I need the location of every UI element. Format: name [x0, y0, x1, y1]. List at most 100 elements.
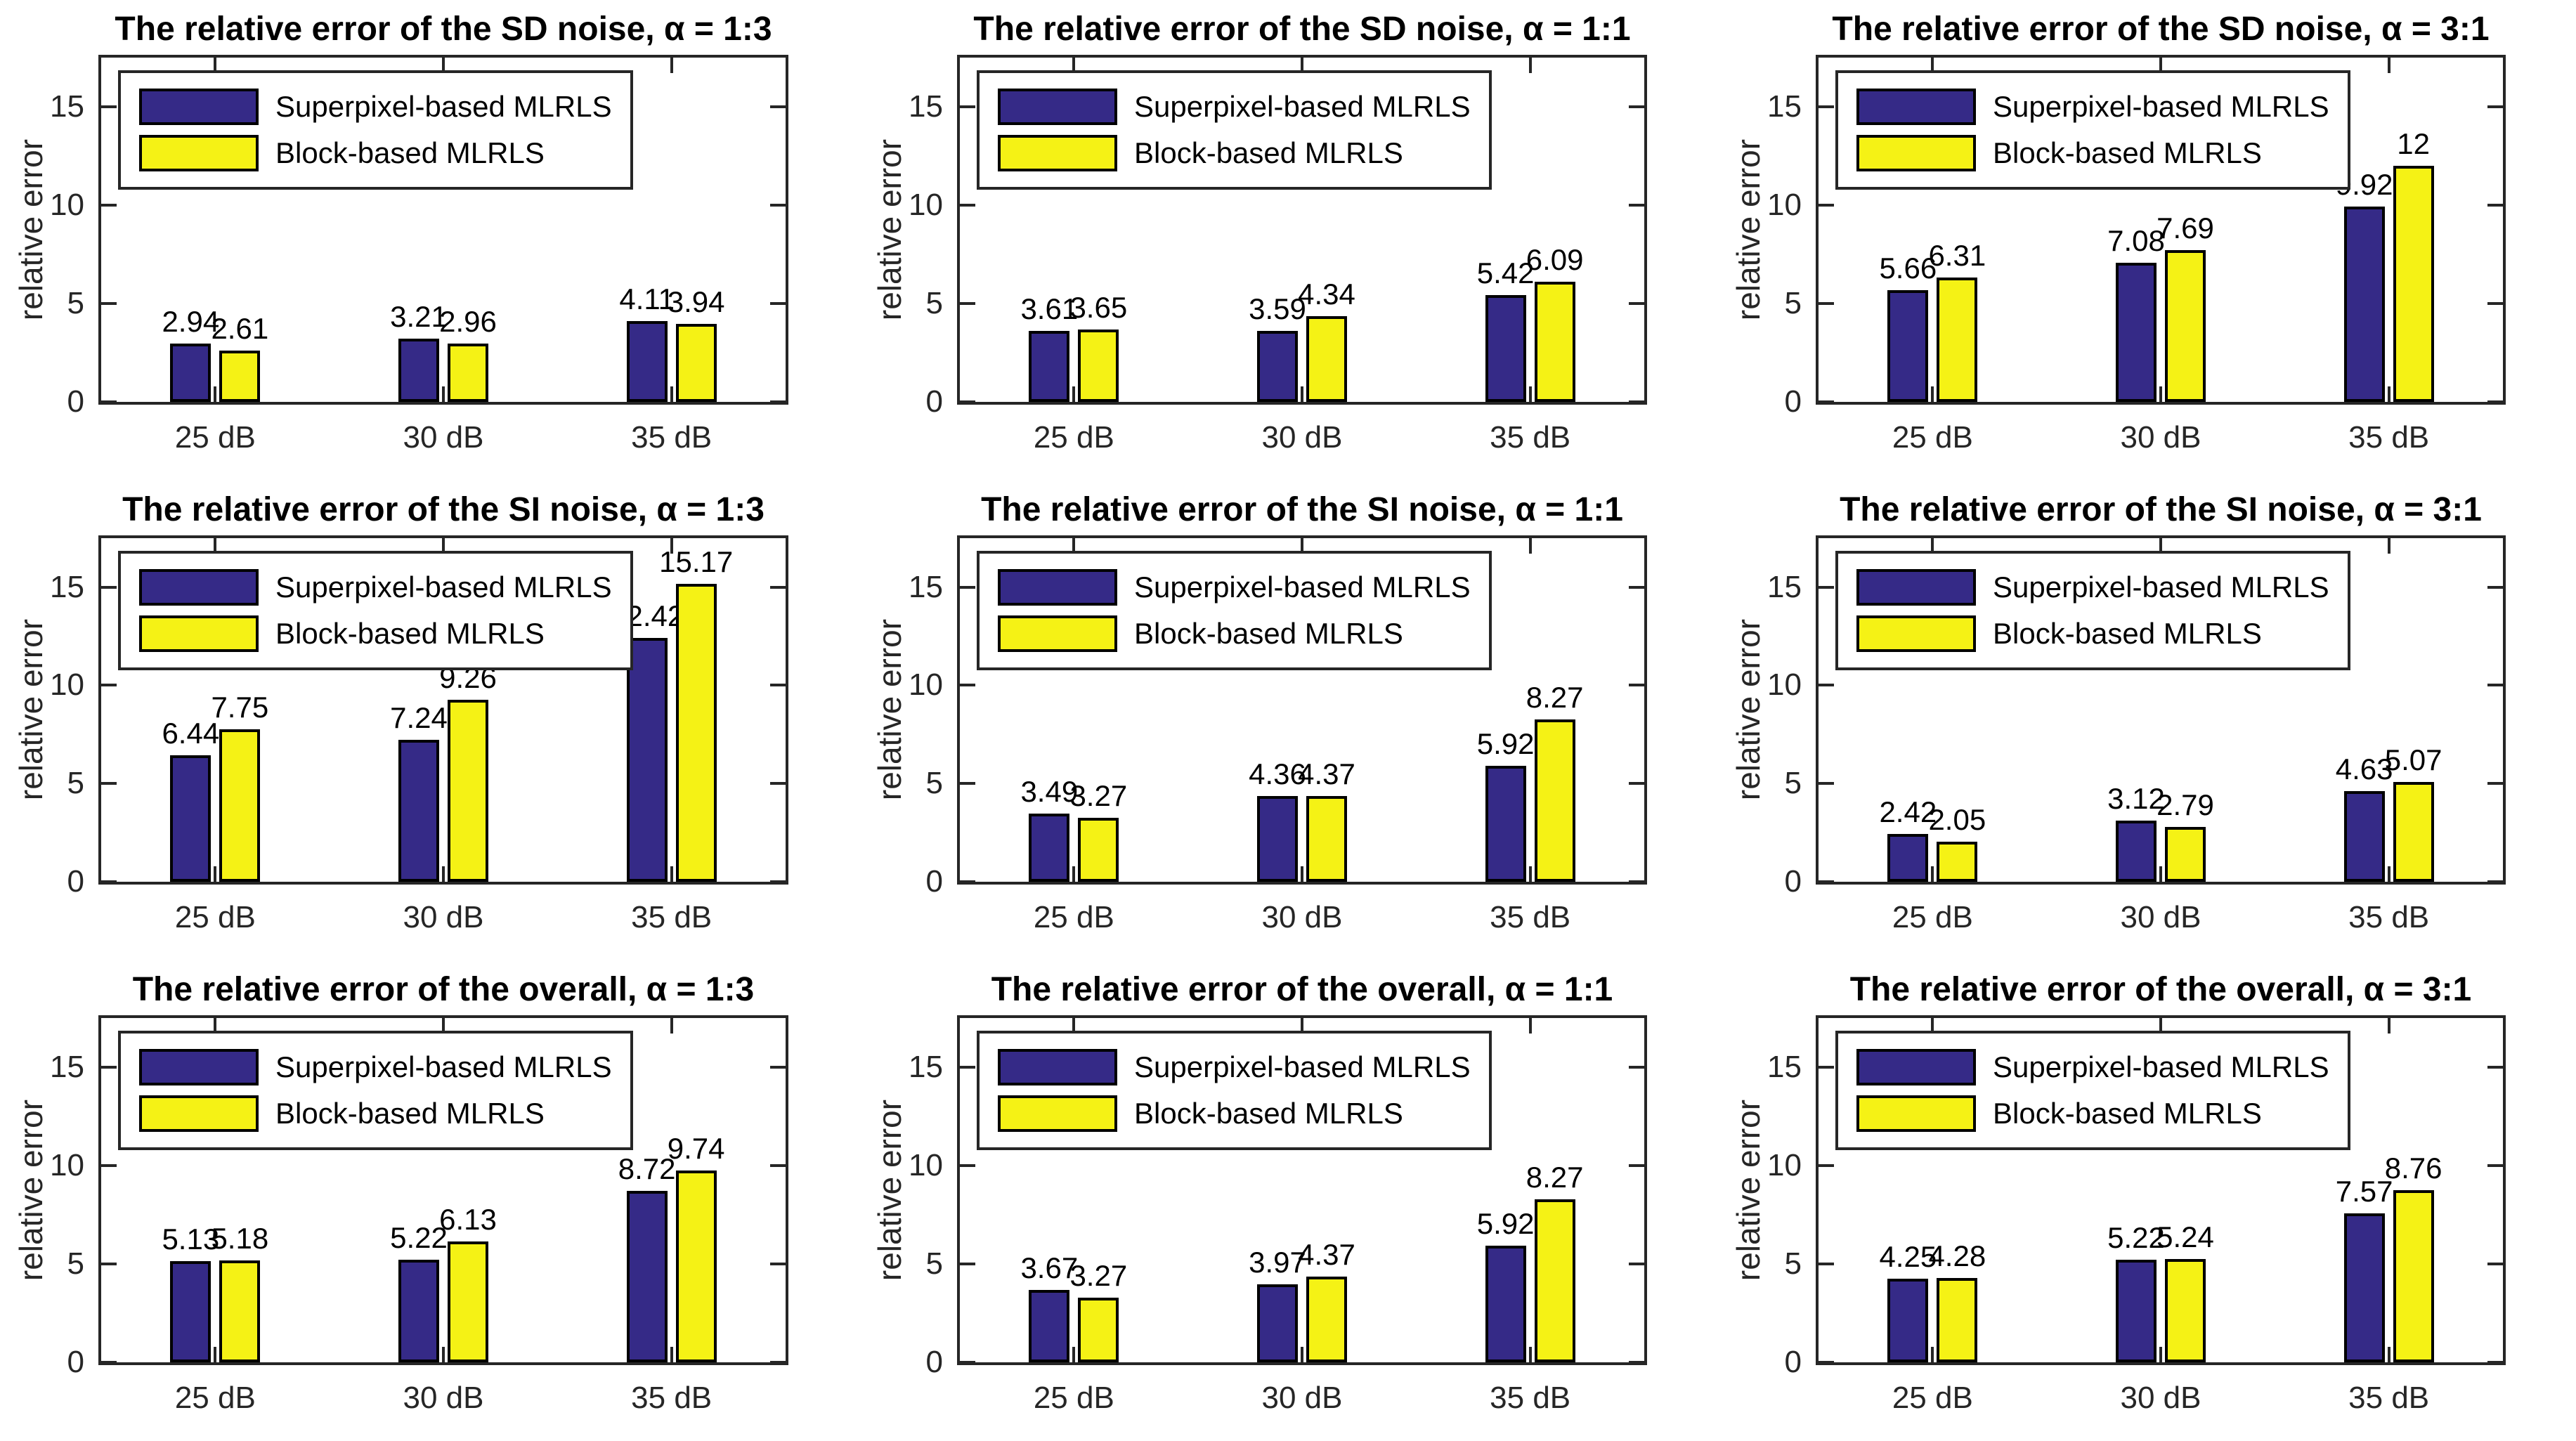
legend: Superpixel-based MLRLS Block-based MLRLS — [118, 70, 633, 190]
legend-row: Block-based MLRLS — [1856, 1095, 2329, 1133]
legend-swatch-superpixel — [998, 568, 1117, 606]
bar-superpixel — [398, 338, 439, 402]
y-tick-label: 15 — [50, 569, 84, 604]
bar-value-label: 7.08 — [2107, 223, 2165, 257]
x-tick-label: 25 dB — [174, 419, 256, 455]
y-tick-label: 10 — [50, 187, 84, 222]
y-tick-right — [2487, 684, 2503, 687]
legend-row: Block-based MLRLS — [1856, 615, 2329, 652]
bar-superpixel — [626, 637, 668, 882]
bar-superpixel — [626, 320, 668, 402]
legend-row: Block-based MLRLS — [1856, 135, 2329, 171]
y-tick-right — [770, 400, 786, 403]
y-tick-left — [101, 684, 117, 687]
legend-row: Superpixel-based MLRLS — [998, 1049, 1471, 1086]
x-tick-label: 30 dB — [1261, 419, 1343, 455]
x-tick-top — [2159, 537, 2162, 554]
y-tick-left — [960, 301, 975, 305]
bar-superpixel — [1887, 290, 1929, 402]
bar-value-label: 4.34 — [1298, 278, 1355, 311]
x-tick-label: 35 dB — [631, 1380, 713, 1415]
legend-swatch-block — [1856, 615, 1976, 652]
bar-value-label: 4.36 — [1249, 757, 1306, 791]
bar-superpixel — [170, 1261, 212, 1362]
bar-block — [448, 700, 488, 882]
y-tick-label: 10 — [50, 667, 84, 703]
y-tick-label: 15 — [909, 1050, 943, 1085]
bar-value-label: 3.67 — [1020, 1251, 1079, 1285]
y-tick-left — [1819, 400, 1834, 403]
legend-swatch-block — [139, 615, 259, 652]
legend-label: Block-based MLRLS — [1134, 616, 1403, 650]
x-tick-top — [1072, 537, 1076, 554]
y-tick-left — [101, 880, 117, 884]
legend-row: Block-based MLRLS — [998, 615, 1471, 652]
x-tick-top — [1931, 58, 1934, 73]
x-tick-top — [1072, 58, 1076, 73]
bar-superpixel — [398, 739, 439, 882]
legend-swatch-block — [998, 1095, 1117, 1133]
bar-block — [675, 583, 717, 882]
y-tick-right — [2487, 585, 2503, 589]
y-tick-right — [1629, 585, 1644, 589]
x-tick-bottom — [1528, 866, 1532, 882]
bar-value-label: 3.65 — [1069, 291, 1128, 325]
bar-value-label: 2.79 — [2157, 788, 2214, 822]
legend: Superpixel-based MLRLS Block-based MLRLS — [1835, 70, 2350, 190]
y-tick-right — [1629, 1262, 1644, 1265]
bar-block — [1534, 719, 1575, 882]
bar-superpixel — [2116, 1259, 2157, 1362]
x-tick-bottom — [2159, 866, 2162, 882]
y-tick-left — [1819, 1360, 1834, 1364]
bar-superpixel — [1485, 294, 1526, 402]
y-tick-right — [1629, 1360, 1644, 1364]
legend: Superpixel-based MLRLS Block-based MLRLS — [1835, 550, 2350, 670]
legend-label: Block-based MLRLS — [275, 1097, 545, 1130]
y-tick-right — [770, 782, 786, 785]
y-tick-label: 5 — [1784, 285, 1802, 320]
y-tick-left — [960, 782, 975, 785]
y-tick-left — [1819, 782, 1834, 785]
legend-label: Superpixel-based MLRLS — [1993, 1050, 2329, 1084]
y-tick-label: 15 — [909, 569, 943, 604]
y-tick-label: 15 — [1767, 1050, 1802, 1085]
subplot-7: The relative error of the overall, α = 1… — [0, 960, 859, 1440]
y-tick-left — [960, 1066, 975, 1069]
bar-value-label: 12 — [2397, 126, 2431, 160]
y-tick-right — [770, 1066, 786, 1069]
y-tick-right — [770, 684, 786, 687]
x-tick-label: 25 dB — [174, 900, 256, 935]
bar-block — [2165, 250, 2206, 402]
legend-label: Block-based MLRLS — [1134, 1097, 1403, 1130]
y-tick-right — [770, 1164, 786, 1168]
x-tick-bottom — [442, 866, 445, 882]
chart-title: The relative error of the SD noise, α = … — [1832, 11, 2490, 48]
legend-label: Block-based MLRLS — [1993, 616, 2262, 650]
x-tick-label: 35 dB — [1490, 419, 1571, 455]
y-tick-label: 0 — [67, 384, 84, 419]
y-tick-right — [770, 1360, 786, 1364]
bar-value-label: 8.27 — [1526, 1161, 1584, 1194]
bar-value-label: 5.18 — [211, 1221, 269, 1255]
bar-value-label: 7.75 — [211, 691, 269, 724]
y-tick-left — [101, 585, 117, 589]
x-tick-label: 35 dB — [631, 900, 713, 935]
bar-superpixel — [2343, 790, 2385, 882]
legend-label: Block-based MLRLS — [1993, 136, 2262, 169]
legend-label: Superpixel-based MLRLS — [1134, 570, 1471, 604]
subplot-1: The relative error of the SD noise, α = … — [0, 0, 859, 480]
x-tick-label: 30 dB — [2120, 1380, 2201, 1415]
legend-label: Superpixel-based MLRLS — [275, 90, 612, 123]
legend: Superpixel-based MLRLS Block-based MLRLS — [977, 1031, 1492, 1151]
y-tick-left — [1819, 1262, 1834, 1265]
x-tick-label: 30 dB — [2120, 900, 2201, 935]
x-tick-top — [2387, 537, 2390, 554]
x-tick-bottom — [1528, 1346, 1532, 1362]
legend: Superpixel-based MLRLS Block-based MLRLS — [118, 550, 633, 670]
x-tick-top — [2387, 58, 2390, 73]
y-tick-left — [101, 203, 117, 207]
x-tick-bottom — [214, 866, 217, 882]
bar-block — [675, 1171, 717, 1362]
legend-label: Superpixel-based MLRLS — [1134, 90, 1471, 123]
